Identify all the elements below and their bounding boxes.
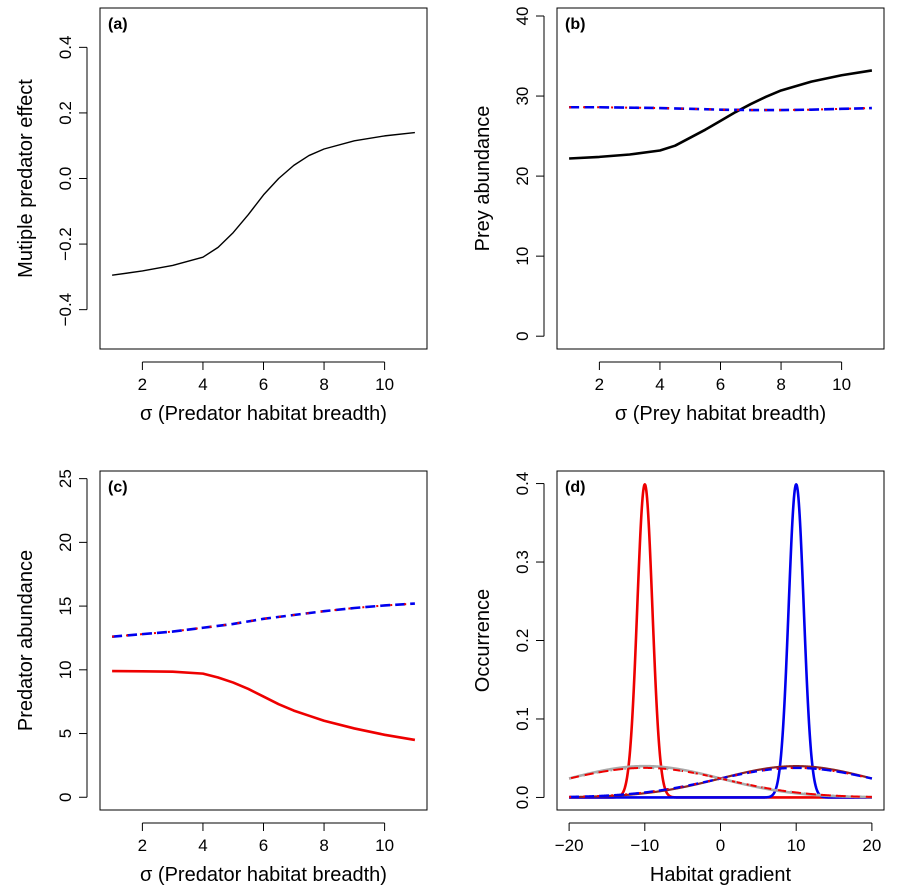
x-axis-title: σ (Predator habitat breadth) (140, 864, 387, 886)
density-curve-4 (568, 766, 873, 798)
y-tick-label: 5 (56, 729, 75, 738)
plot-area (569, 69, 873, 160)
x-tick-label: 4 (198, 375, 207, 394)
panel-label: (b) (565, 16, 585, 33)
x-tick-label: 6 (259, 375, 268, 394)
x-tick-label: 4 (198, 836, 207, 855)
series-line-2 (569, 106, 872, 112)
series-line-0 (569, 69, 873, 160)
density-curve-3 (568, 766, 873, 799)
x-tick-label: 2 (595, 375, 604, 394)
y-tick-label: 20 (56, 533, 75, 552)
y-tick-label: 0.2 (513, 629, 532, 653)
x-tick-label: 8 (319, 375, 328, 394)
x-tick-label: 8 (776, 375, 785, 394)
y-tick-label: 10 (513, 247, 532, 266)
y-tick-label: 0.2 (56, 101, 75, 125)
y-tick-label: 0.3 (513, 550, 532, 574)
x-tick-label: 10 (375, 836, 394, 855)
y-tick-label: 0.4 (56, 36, 75, 60)
x-tick-label: 2 (138, 375, 147, 394)
x-tick-label: 8 (319, 836, 328, 855)
y-tick-label: 0 (513, 331, 532, 340)
panel-label: (c) (108, 479, 128, 496)
y-tick-label: −0.4 (56, 293, 75, 327)
plot-frame (99, 470, 428, 811)
y-tick-label: 0 (56, 793, 75, 802)
y-tick-label: 0.1 (513, 707, 532, 731)
density-curve-6 (568, 766, 873, 798)
y-tick-label: 0.0 (513, 786, 532, 810)
y-tick-label: 20 (513, 167, 532, 186)
x-tick-label: 10 (787, 836, 806, 855)
plot-frame (99, 7, 428, 350)
y-axis-title: Mutiple predator effect (15, 79, 37, 278)
x-axis-title: σ (Predator habitat breadth) (140, 403, 387, 425)
panel-c: 2 4 6 8 10 0 5 10 15 20 25 σ (Predator habitat brea… (15, 469, 428, 886)
x-tick-label: 6 (259, 836, 268, 855)
y-axis-title: Occurrence (472, 589, 494, 692)
series-line-0 (112, 131, 415, 276)
series-line-1 (569, 105, 872, 112)
y-tick-label: 0.0 (56, 167, 75, 191)
x-tick-label: 20 (862, 836, 881, 855)
x-axis-title: σ (Prey habitat breadth) (615, 403, 826, 425)
series-line-1 (112, 602, 415, 638)
plot-area (112, 602, 416, 742)
y-tick-label: 0.4 (513, 472, 532, 496)
x-tick-label: 4 (655, 375, 664, 394)
x-axis-title: Habitat gradient (650, 864, 792, 886)
y-tick-label: 15 (56, 597, 75, 616)
y-tick-label: 30 (513, 87, 532, 106)
x-tick-label: 10 (832, 375, 851, 394)
y-tick-label: 25 (56, 469, 75, 488)
x-tick-label: 0 (716, 836, 725, 855)
density-curve-7 (568, 766, 873, 798)
x-tick-label: 2 (138, 836, 147, 855)
panel-d: −20 −10 0 10 20 0.0 0.1 0.2 0.3 0.4 Habitat gradie… (472, 470, 885, 886)
plot-frame (556, 470, 885, 811)
y-axis-title: Prey abundance (472, 106, 494, 252)
y-tick-label: −0.2 (56, 227, 75, 261)
series-line-0 (112, 669, 416, 742)
y-axis-title: Predator abundance (15, 550, 37, 731)
x-tick-label: −20 (555, 836, 584, 855)
plot-frame (556, 7, 885, 350)
panel-a: 2 4 6 8 10 −0.4 −0.2 0.0 0.2 0.4 σ (Predator habit… (15, 7, 428, 425)
density-curve-0 (568, 483, 873, 799)
panel-label: (d) (565, 479, 585, 496)
density-curve-1 (568, 483, 873, 799)
plot-area (568, 483, 873, 799)
y-tick-label: 40 (513, 7, 532, 26)
x-tick-label: 10 (375, 375, 394, 394)
panel-b: 2 4 6 8 10 0 10 20 30 40 σ (Prey habitat breadth) P… (472, 7, 885, 425)
y-tick-label: 10 (56, 660, 75, 679)
x-tick-label: 6 (716, 375, 725, 394)
x-tick-label: −10 (630, 836, 659, 855)
panel-label: (a) (108, 16, 128, 33)
plot-area (112, 131, 415, 276)
